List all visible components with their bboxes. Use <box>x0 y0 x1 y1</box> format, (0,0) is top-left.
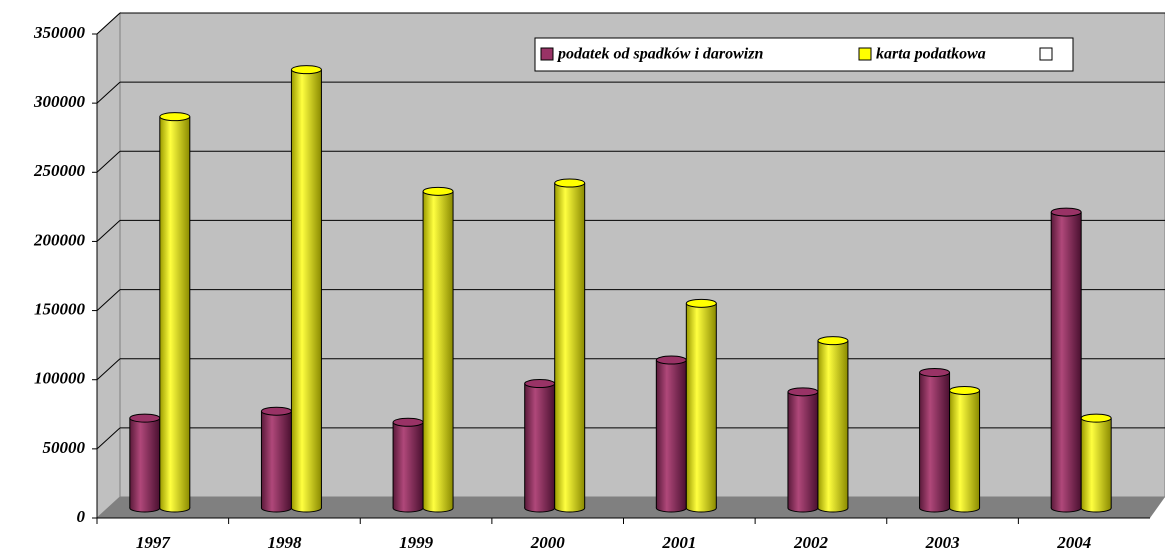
bar <box>291 69 322 509</box>
side-wall <box>96 11 121 520</box>
x-tick-label: 1997 <box>136 533 172 552</box>
grid-line <box>96 81 121 104</box>
bar <box>656 360 687 508</box>
bar <box>393 422 424 508</box>
y-tick-label: 150000 <box>34 299 86 318</box>
y-tick-label: 350000 <box>33 23 86 42</box>
bar <box>129 418 160 508</box>
bar-top <box>260 406 292 416</box>
legend-label: karta podatkowa <box>876 46 986 63</box>
bar-top <box>159 112 191 122</box>
bar <box>423 191 454 508</box>
legend-swatch <box>858 47 872 61</box>
x-tick-label: 2002 <box>793 533 829 552</box>
bar-top <box>685 298 717 308</box>
bar <box>919 372 950 508</box>
bar <box>1051 212 1082 508</box>
bar <box>817 340 848 508</box>
x-tick-label: 2004 <box>1056 533 1091 552</box>
bar-top <box>524 379 556 389</box>
bar <box>949 390 980 508</box>
bar <box>686 303 717 508</box>
bar-top <box>392 417 424 427</box>
grid-line <box>96 150 121 173</box>
bar-top <box>129 413 161 423</box>
bar <box>554 183 585 508</box>
grid-line <box>96 427 121 450</box>
legend-label: podatek od spadków i darowizn <box>556 46 763 63</box>
bar <box>524 383 555 508</box>
x-tick-label: 2001 <box>661 533 696 552</box>
grid-line <box>96 220 121 242</box>
bar-top <box>1050 207 1082 217</box>
floor <box>97 497 1165 518</box>
y-tick-label: 50000 <box>43 438 86 457</box>
grid-line <box>96 289 121 311</box>
legend-swatch <box>1039 47 1053 61</box>
x-tick-label: 1999 <box>399 533 434 552</box>
y-tick-label: 100000 <box>34 369 86 388</box>
grid-line <box>96 358 121 381</box>
y-tick-label: 0 <box>77 507 86 526</box>
bar <box>261 411 292 508</box>
legend-swatch <box>540 47 554 61</box>
x-tick-label: 2000 <box>530 533 566 552</box>
x-tick-label: 1998 <box>267 533 302 552</box>
bar <box>787 391 818 508</box>
bar-top <box>817 336 849 346</box>
bars <box>129 65 1112 513</box>
bar-top <box>919 367 951 377</box>
y-tick-label: 300000 <box>33 92 86 111</box>
y-tick-label: 200000 <box>33 230 86 249</box>
x-tick-label: 2003 <box>925 533 961 552</box>
y-tick-label: 250000 <box>33 161 86 180</box>
bar-top <box>1080 413 1112 423</box>
grid-line <box>96 12 121 35</box>
bar-top <box>655 355 687 365</box>
bar-top <box>787 387 819 397</box>
bar <box>159 116 190 508</box>
bar-top <box>422 186 454 196</box>
legend <box>534 37 1074 72</box>
bar <box>1081 418 1112 508</box>
bar-top <box>949 385 981 395</box>
bar-top <box>290 65 322 75</box>
bar-top <box>554 178 586 188</box>
